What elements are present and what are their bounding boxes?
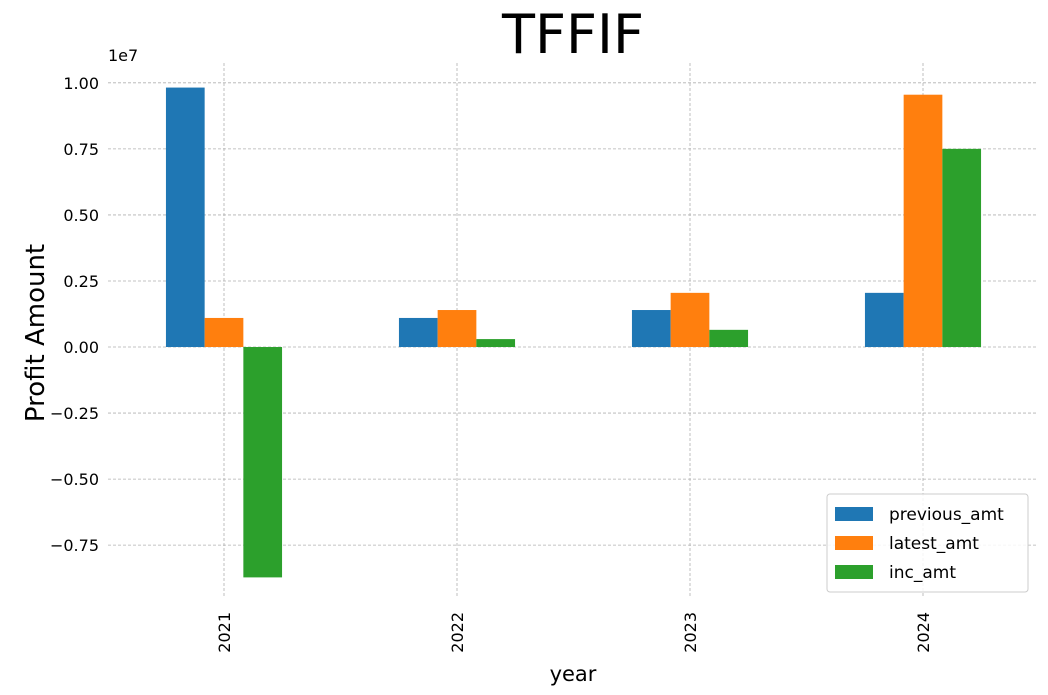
bar-inc_amt-2023 bbox=[709, 329, 749, 348]
x-tick-label: 2023 bbox=[681, 612, 700, 653]
bars bbox=[165, 87, 982, 578]
bar-latest_amt-2021 bbox=[204, 317, 244, 348]
y-axis-label: Profit Amount bbox=[21, 244, 51, 422]
x-tick-label: 2024 bbox=[914, 612, 933, 653]
bar-previous_amt-2024 bbox=[864, 292, 904, 348]
chart-title: TFFIF bbox=[501, 3, 644, 66]
bar-latest_amt-2023 bbox=[670, 292, 710, 348]
x-tick-label: 2021 bbox=[215, 612, 234, 653]
y-tick-label: 1.00 bbox=[63, 74, 99, 93]
bar-latest_amt-2024 bbox=[903, 94, 943, 348]
legend-box bbox=[826, 493, 1029, 593]
y-tick-labels: −0.75 −0.50 −0.25 0.00 0.25 0.50 0.75 1.00 bbox=[50, 74, 99, 555]
y-tick-label: −0.50 bbox=[50, 470, 99, 489]
bar-previous_amt-2022 bbox=[398, 317, 438, 348]
bar-inc_amt-2024 bbox=[942, 148, 982, 348]
bar-latest_amt-2022 bbox=[437, 310, 477, 348]
y-scale-label: 1e7 bbox=[108, 46, 138, 65]
legend-swatch-latest_amt bbox=[835, 536, 873, 550]
y-tick-label: −0.75 bbox=[50, 536, 99, 555]
legend: previous_amt latest_amt inc_amt bbox=[826, 493, 1029, 593]
bar-inc_amt-2022 bbox=[476, 339, 516, 348]
x-axis-label: year bbox=[550, 662, 597, 686]
bar-previous_amt-2023 bbox=[631, 310, 671, 348]
y-tick-label: −0.25 bbox=[50, 404, 99, 423]
y-tick-label: 0.00 bbox=[63, 338, 99, 357]
legend-label-inc_amt: inc_amt bbox=[889, 563, 956, 583]
legend-label-latest_amt: latest_amt bbox=[889, 534, 979, 554]
legend-swatch-inc_amt bbox=[835, 565, 873, 579]
y-tick-label: 0.25 bbox=[63, 272, 99, 291]
bar-inc_amt-2021 bbox=[243, 347, 283, 578]
y-tick-label: 0.50 bbox=[63, 206, 99, 225]
legend-label-previous_amt: previous_amt bbox=[889, 505, 1004, 525]
legend-swatch-previous_amt bbox=[835, 507, 873, 521]
x-tick-label: 2022 bbox=[448, 612, 467, 653]
y-tick-label: 0.75 bbox=[63, 140, 99, 159]
bar-previous_amt-2021 bbox=[165, 87, 205, 348]
x-tick-labels: 2021 2022 2023 2024 bbox=[215, 612, 933, 653]
